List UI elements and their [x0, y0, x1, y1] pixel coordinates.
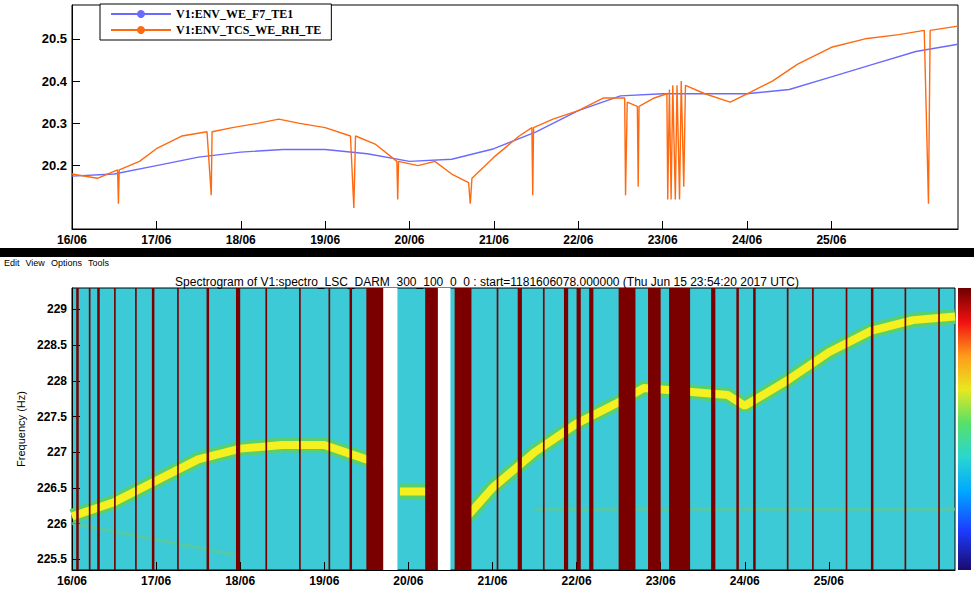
svg-text:16/06: 16/06 — [57, 574, 87, 588]
svg-text:Frequency (Hz): Frequency (Hz) — [15, 391, 27, 467]
svg-text:24/06: 24/06 — [732, 233, 762, 247]
svg-text:17/06: 17/06 — [141, 233, 171, 247]
svg-text:20.4: 20.4 — [42, 74, 68, 89]
svg-text:25/06: 25/06 — [814, 574, 844, 588]
svg-text:20/06: 20/06 — [393, 574, 423, 588]
svg-text:20/06: 20/06 — [395, 233, 425, 247]
svg-text:22/06: 22/06 — [562, 574, 592, 588]
svg-text:228: 228 — [47, 374, 67, 388]
svg-text:V1:ENV_TCS_WE_RH_TE: V1:ENV_TCS_WE_RH_TE — [176, 23, 321, 37]
svg-text:226: 226 — [47, 517, 67, 531]
svg-text:16/06: 16/06 — [57, 233, 87, 247]
svg-text:227.5: 227.5 — [37, 410, 67, 424]
html-text:Edit: Edit — [4, 258, 20, 268]
svg-text:21/06: 21/06 — [477, 574, 507, 588]
svg-text:226.5: 226.5 — [37, 481, 67, 495]
svg-text:23/06: 23/06 — [648, 233, 678, 247]
svg-text:22/06: 22/06 — [563, 233, 593, 247]
html-text:View: View — [25, 258, 45, 268]
svg-text:229: 229 — [47, 302, 67, 316]
svg-text:19/06: 19/06 — [310, 233, 340, 247]
svg-text:V1:ENV_WE_F7_TE1: V1:ENV_WE_F7_TE1 — [176, 7, 293, 21]
html-text:Options: Options — [50, 258, 82, 268]
svg-text:21/06: 21/06 — [479, 233, 509, 247]
svg-text:228.5: 228.5 — [37, 338, 67, 352]
svg-text:18/06: 18/06 — [226, 233, 256, 247]
svg-text:225.5: 225.5 — [37, 552, 67, 566]
svg-text:Spectrogram of V1:spectro_LSC_: Spectrogram of V1:spectro_LSC_DARM_300_1… — [175, 275, 799, 289]
svg-text:25/06: 25/06 — [816, 233, 846, 247]
svg-text:18/06: 18/06 — [225, 574, 255, 588]
html-text:Tools: Tools — [87, 258, 109, 268]
svg-text:17/06: 17/06 — [141, 574, 171, 588]
svg-text:227: 227 — [47, 445, 67, 459]
svg-text:23/06: 23/06 — [646, 574, 676, 588]
svg-text:19/06: 19/06 — [309, 574, 339, 588]
svg-text:20.2: 20.2 — [42, 158, 67, 173]
svg-text:24/06: 24/06 — [730, 574, 760, 588]
svg-text:20.5: 20.5 — [42, 31, 67, 46]
svg-text:20.3: 20.3 — [42, 116, 67, 131]
